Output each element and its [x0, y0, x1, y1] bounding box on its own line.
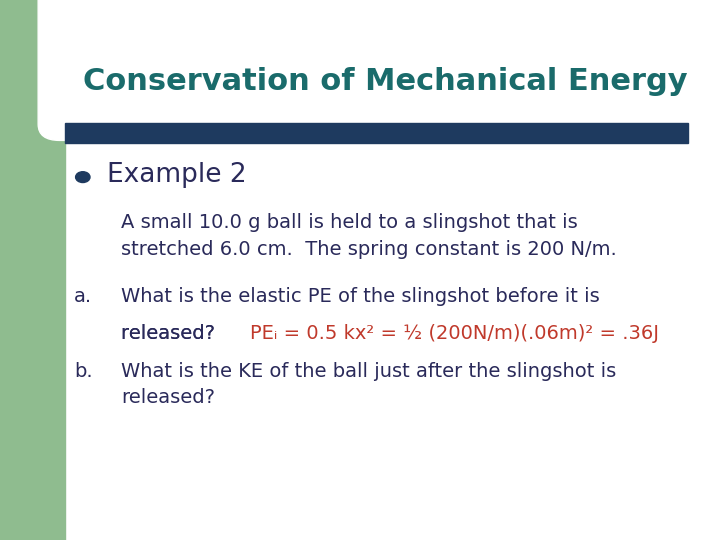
- Text: Example 2: Example 2: [107, 163, 246, 188]
- Bar: [0, 0, 65, 540]
- FancyBboxPatch shape: [38, 0, 233, 140]
- Text: released?: released?: [121, 324, 221, 343]
- Bar: [0, 0, 187, 119]
- Text: A small 10.0 g ball is held to a slingshot that is
stretched 6.0 cm.  The spring: A small 10.0 g ball is held to a slingsh…: [121, 213, 617, 259]
- Text: What is the KE of the ball just after the slingshot is
released?: What is the KE of the ball just after th…: [121, 362, 616, 407]
- Text: Conservation of Mechanical Energy: Conservation of Mechanical Energy: [83, 68, 688, 97]
- Circle shape: [76, 172, 90, 183]
- Bar: [65, 123, 688, 143]
- Text: What is the elastic PE of the slingshot before it is: What is the elastic PE of the slingshot …: [121, 287, 600, 306]
- Text: released?: released?: [121, 324, 221, 343]
- Text: b.: b.: [74, 362, 93, 381]
- Text: a.: a.: [74, 287, 92, 306]
- Text: PEᵢ = 0.5 kx² = ½ (200N/m)(.06m)² = .36J: PEᵢ = 0.5 kx² = ½ (200N/m)(.06m)² = .36J: [251, 324, 660, 343]
